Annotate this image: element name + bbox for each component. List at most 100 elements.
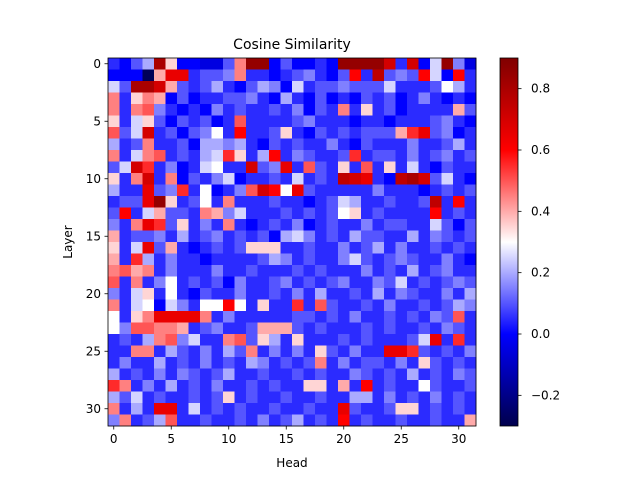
- heatmap-cell: [269, 196, 281, 208]
- heatmap-cell: [349, 276, 362, 289]
- heatmap-cell: [338, 322, 350, 335]
- heatmap-cell: [234, 311, 247, 323]
- heatmap-cell: [269, 219, 281, 231]
- heatmap-cell: [142, 230, 155, 243]
- heatmap-cell: [453, 127, 465, 139]
- heatmap-cell: [453, 219, 465, 231]
- heatmap-cell: [464, 69, 477, 82]
- heatmap-cell: [211, 345, 224, 358]
- heatmap-cell: [269, 173, 281, 185]
- heatmap-cell: [188, 299, 201, 312]
- heatmap-cell: [246, 138, 258, 151]
- heatmap-cell: [108, 150, 120, 162]
- heatmap-cell: [464, 150, 477, 162]
- heatmap-cell: [292, 253, 304, 266]
- heatmap-cell: [131, 334, 143, 346]
- heatmap-cell: [257, 81, 270, 93]
- heatmap-cell: [119, 334, 132, 346]
- heatmap-cell: [280, 184, 293, 197]
- heatmap-cell: [188, 322, 201, 335]
- heatmap-cell: [464, 322, 477, 335]
- heatmap-cell: [315, 115, 327, 128]
- heatmap-cell: [395, 115, 408, 128]
- heatmap-cell: [188, 81, 201, 93]
- heatmap-cell: [165, 345, 178, 358]
- heatmap-cell: [326, 357, 339, 369]
- heatmap-cell: [165, 311, 178, 323]
- heatmap-cell: [211, 207, 224, 220]
- heatmap-cell: [188, 288, 201, 300]
- heatmap-cell: [349, 403, 362, 415]
- heatmap-cell: [384, 299, 396, 312]
- heatmap-cell: [188, 69, 201, 82]
- heatmap-cell: [453, 403, 465, 415]
- heatmap-cell: [165, 242, 178, 254]
- heatmap-cell: [108, 299, 120, 312]
- heatmap-cell: [361, 92, 373, 105]
- heatmap-cell: [395, 196, 408, 208]
- heatmap-cell: [234, 276, 247, 289]
- heatmap-cell: [441, 58, 454, 70]
- heatmap-cell: [142, 288, 155, 300]
- heatmap-cell: [464, 196, 477, 208]
- heatmap-cell: [280, 138, 293, 151]
- heatmap-cell: [154, 288, 166, 300]
- heatmap-cell: [430, 230, 442, 243]
- heatmap-cell: [338, 253, 350, 266]
- heatmap-cell: [441, 115, 454, 128]
- heatmap-cell: [177, 334, 189, 346]
- heatmap-cell: [246, 150, 258, 162]
- heatmap-cell: [165, 150, 178, 162]
- x-axis-label: Head: [276, 456, 307, 470]
- heatmap-cell: [441, 357, 454, 369]
- heatmap-cell: [165, 69, 178, 82]
- heatmap-cell: [257, 115, 270, 128]
- heatmap-cell: [372, 299, 385, 312]
- heatmap-cell: [430, 161, 442, 174]
- heatmap-cell: [234, 253, 247, 266]
- heatmap-cell: [430, 391, 442, 404]
- heatmap-cell: [326, 403, 339, 415]
- heatmap-cell: [188, 219, 201, 231]
- heatmap-cell: [464, 253, 477, 266]
- heatmap-cell: [108, 196, 120, 208]
- heatmap-cell: [384, 184, 396, 197]
- heatmap-cell: [211, 58, 224, 70]
- heatmap-cell: [372, 207, 385, 220]
- heatmap-cell: [453, 58, 465, 70]
- heatmap-cell: [464, 127, 477, 139]
- heatmap-cell: [453, 288, 465, 300]
- heatmap-cell: [131, 161, 143, 174]
- heatmap-cell: [234, 138, 247, 151]
- heatmap-cell: [280, 207, 293, 220]
- heatmap-cell: [200, 299, 212, 312]
- heatmap-cell: [361, 230, 373, 243]
- heatmap-cell: [280, 161, 293, 174]
- heatmap-cell: [223, 311, 235, 323]
- heatmap-cell: [453, 150, 465, 162]
- heatmap-cell: [338, 161, 350, 174]
- heatmap-cell: [372, 322, 385, 335]
- heatmap-cell: [154, 69, 166, 82]
- heatmap-cell: [223, 207, 235, 220]
- heatmap-cell: [407, 311, 419, 323]
- heatmap-cell: [407, 242, 419, 254]
- heatmap-cell: [165, 322, 178, 335]
- heatmap-cell: [292, 196, 304, 208]
- heatmap-cell: [108, 115, 120, 128]
- heatmap-cell: [234, 242, 247, 254]
- heatmap-cell: [154, 104, 166, 116]
- heatmap-cell: [131, 414, 143, 427]
- heatmap-cell: [407, 138, 419, 151]
- heatmap-cell: [430, 207, 442, 220]
- heatmap-cell: [326, 345, 339, 358]
- heatmap-cell: [338, 299, 350, 312]
- heatmap-cell: [108, 219, 120, 231]
- heatmap-cell: [257, 207, 270, 220]
- heatmap-cell: [234, 265, 247, 277]
- heatmap-cell: [338, 242, 350, 254]
- heatmap-cell: [395, 69, 408, 82]
- heatmap-cell: [154, 414, 166, 427]
- heatmap-cell: [349, 138, 362, 151]
- heatmap-cell: [407, 265, 419, 277]
